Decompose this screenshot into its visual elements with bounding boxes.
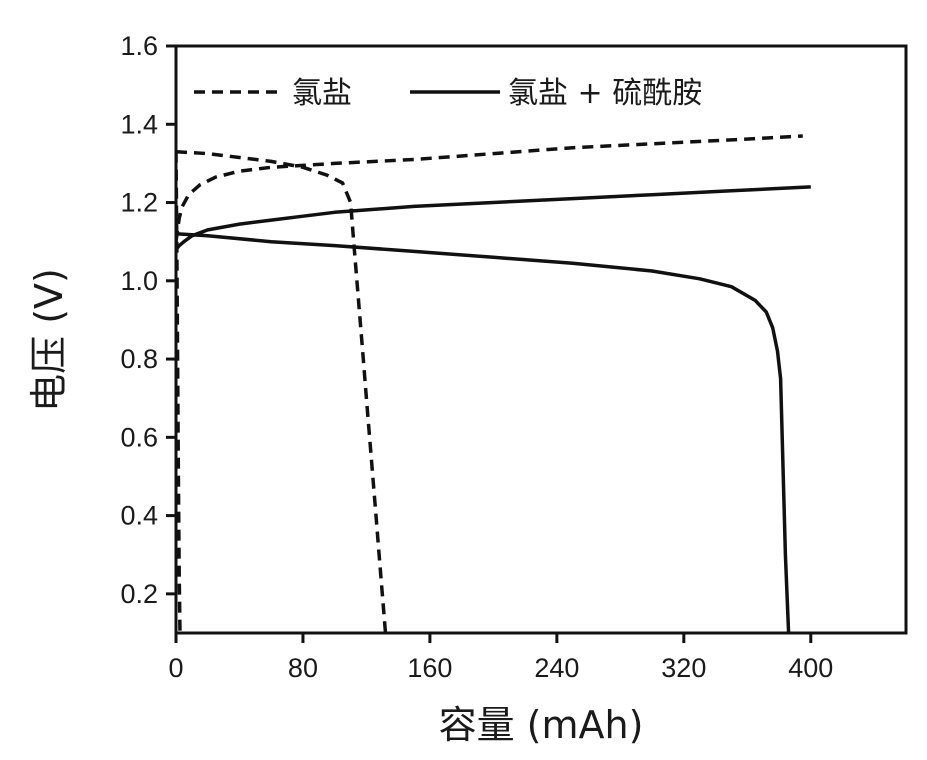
y-tick-label-0.4: 0.4 bbox=[120, 501, 158, 531]
legend-label-1: 氯盐 bbox=[292, 76, 352, 111]
x-tick-label-0: 0 bbox=[168, 653, 183, 683]
series-1-curve-1 bbox=[176, 134, 803, 242]
y-tick-label-1.2: 1.2 bbox=[120, 188, 158, 218]
x-tick-label-160: 160 bbox=[407, 653, 452, 683]
x-tick-label-320: 320 bbox=[661, 653, 706, 683]
axis-ticks: 0 80 160 240 320 400 0.2 0.4 0.6 0.8 1.0 1.2 1.4 1.6 bbox=[120, 31, 833, 683]
series-2-curve-2 bbox=[176, 232, 791, 633]
plot-frame bbox=[174, 44, 908, 635]
x-tick-label-80: 80 bbox=[288, 653, 318, 683]
y-tick-label-1.6: 1.6 bbox=[120, 31, 158, 61]
x-tick-label-240: 240 bbox=[534, 653, 579, 683]
series-1-curve-2 bbox=[176, 149, 388, 633]
x-axis-title: 容量 (mAh) bbox=[439, 703, 644, 747]
y-tick-label-1.4: 1.4 bbox=[120, 109, 158, 139]
y-axis-title: 电压 (V) bbox=[27, 268, 71, 412]
legend-label-2: 氯盐 + 硫酰胺 bbox=[508, 76, 702, 111]
y-tick-label-0.6: 0.6 bbox=[120, 422, 158, 452]
legend: 氯盐 氯盐 + 硫酰胺 bbox=[194, 76, 702, 111]
y-tick-label-0.2: 0.2 bbox=[120, 579, 158, 609]
x-tick-label-400: 400 bbox=[788, 653, 833, 683]
y-tick-label-0.8: 0.8 bbox=[120, 344, 158, 374]
chart-marks bbox=[176, 134, 811, 633]
series-2-curve-1 bbox=[176, 185, 811, 251]
y-tick-label-1.0: 1.0 bbox=[120, 266, 158, 296]
